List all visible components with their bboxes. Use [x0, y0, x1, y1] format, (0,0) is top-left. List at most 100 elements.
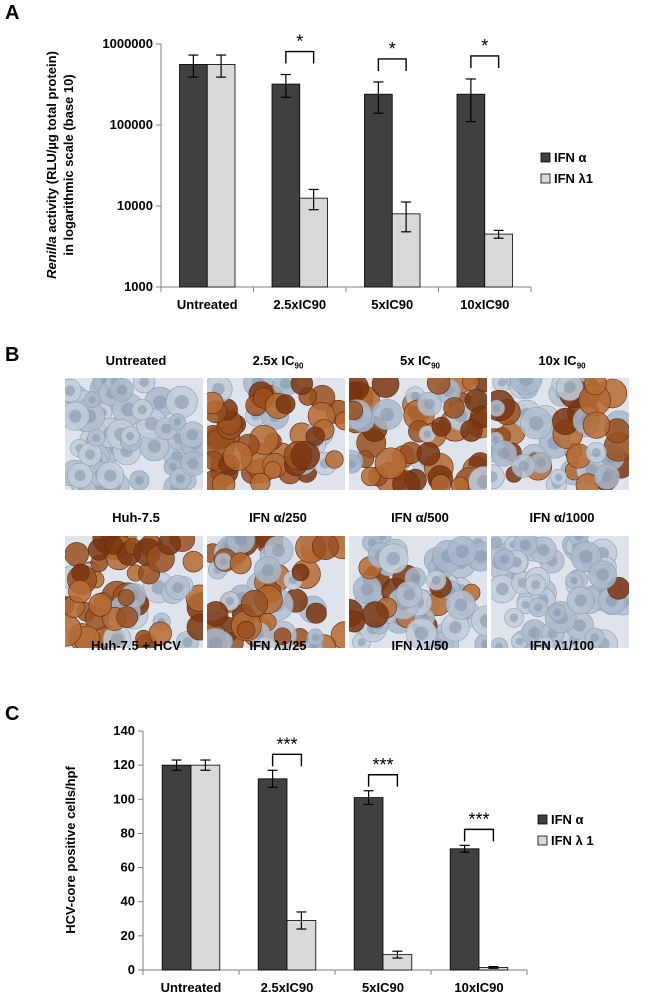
- cell-nucleus: [491, 436, 499, 444]
- label-ifn-alpha-1000: IFN α/1000: [529, 510, 595, 525]
- y-tick-label-80: 80: [121, 825, 135, 840]
- cell-nucleus: [515, 637, 524, 646]
- stained-cell: [462, 378, 480, 391]
- y-tick-label-10000: 10000: [117, 198, 153, 213]
- cell-nucleus: [68, 409, 82, 423]
- cell-nucleus: [116, 384, 128, 396]
- cell-nucleus: [591, 447, 601, 458]
- cell-nucleus: [499, 554, 510, 565]
- cell-nucleus: [84, 449, 96, 460]
- y-tick-label-100: 100: [113, 791, 135, 806]
- cell-nucleus: [590, 633, 599, 643]
- bar-ifn-untreated: [179, 63, 208, 288]
- cell-nucleus: [234, 536, 247, 546]
- label-ifn-alpha-500: IFN α/500: [391, 510, 449, 525]
- cell-nucleus: [219, 557, 228, 566]
- unstained-cell: [491, 463, 505, 490]
- cell-nucleus: [481, 639, 487, 648]
- legend-label-ifn-1: IFN λ 1: [551, 833, 594, 848]
- label-ifn-lambda-100: IFN λ1/100: [529, 638, 595, 653]
- micrograph-ifn-alpha-500: [349, 378, 487, 490]
- stained-cell: [104, 536, 124, 555]
- label-ifn-alpha-250: IFN α/250: [249, 510, 307, 525]
- cell-nucleus: [495, 642, 503, 648]
- micrograph-ifn-alpha-1000: [491, 378, 629, 490]
- micrograph-ifn-lambda-50: [349, 536, 487, 648]
- legend-swatch-ifn: [537, 814, 548, 825]
- label-ifn-lambda-50: IFN λ1/50: [391, 638, 449, 653]
- significance-label-5xic90: ***: [372, 755, 393, 775]
- cell-nucleus: [175, 473, 186, 484]
- stained-cell: [305, 602, 327, 624]
- cell-nucleus: [570, 576, 578, 585]
- stained-cell: [158, 536, 181, 555]
- cell-nucleus: [449, 620, 462, 634]
- y-axis-label: Renilla activity (RLU/µg total protein): [44, 51, 59, 279]
- stained-cell: [374, 447, 407, 480]
- micrograph-image: [65, 536, 203, 648]
- stained-cell: [371, 378, 400, 398]
- panel-b-label: B: [5, 344, 20, 366]
- x-tick-label-2-5xic90: 2.5xIC90: [261, 980, 314, 995]
- stained-cell: [431, 416, 452, 437]
- cell-nucleus: [528, 626, 541, 639]
- micrograph-huh75-hcv: [65, 536, 203, 648]
- stained-cell: [116, 606, 139, 629]
- cell-nucleus: [125, 431, 135, 441]
- cell-nucleus: [518, 460, 529, 472]
- cell-nucleus: [174, 394, 189, 410]
- unstained-cell: [510, 378, 543, 395]
- cell-nucleus: [208, 636, 223, 648]
- legend-swatch-ifn-1: [537, 835, 548, 846]
- stained-cell: [207, 601, 229, 627]
- x-tick-label-10xic90: 10xIC90: [454, 980, 503, 995]
- legend-label-ifn-1: IFN λ1: [554, 171, 593, 186]
- cell-nucleus: [574, 594, 587, 607]
- micrograph-image: [65, 378, 203, 490]
- cell-nucleus: [357, 638, 366, 647]
- cell-nucleus: [519, 378, 534, 386]
- y-tick-label-140: 140: [113, 723, 135, 738]
- cell-nucleus: [579, 549, 593, 564]
- micrograph-image: [349, 378, 487, 490]
- bar-ifn-untreated: [161, 764, 192, 971]
- chart-c: 0 20 40 60 80 100 120 140 Untreated 2.5xIC90 5xIC9…: [63, 723, 594, 995]
- micrograph-ifn-alpha-250: [207, 378, 345, 490]
- cell-nucleus: [272, 543, 286, 557]
- cell-nucleus: [386, 551, 400, 566]
- stained-cell: [237, 620, 256, 640]
- micrograph-image: [207, 536, 345, 648]
- significance-bracket-2-5xic90: [285, 50, 315, 64]
- cell-nucleus: [573, 619, 586, 632]
- significance-label-10xic90: *: [481, 36, 488, 56]
- stained-cell: [290, 440, 320, 471]
- cell-nucleus: [279, 378, 291, 390]
- cell-nucleus: [477, 474, 487, 489]
- y-axis-label-rest: activity (RLU/µg total protein): [44, 51, 59, 236]
- cell-nucleus: [92, 434, 101, 442]
- stained-cell: [443, 397, 465, 419]
- stained-cell: [263, 461, 282, 479]
- stained-cell: [349, 400, 364, 421]
- cell-nucleus: [311, 633, 320, 641]
- cell-nucleus: [553, 608, 562, 617]
- cell-nucleus: [533, 603, 543, 612]
- stained-cell: [275, 394, 296, 415]
- cell-nucleus: [521, 600, 530, 609]
- stained-cell: [290, 378, 314, 395]
- bar-ifn-1-untreated: [190, 764, 221, 971]
- stained-cell: [240, 589, 269, 618]
- cell-nucleus: [110, 632, 124, 646]
- stained-cell: [426, 378, 451, 395]
- cell-nucleus: [261, 564, 274, 577]
- label-huh75-hcv: Huh-7.5 + HCV: [91, 638, 181, 653]
- stained-cell: [584, 378, 607, 396]
- unstained-cell: [471, 605, 487, 637]
- cell-nucleus: [186, 428, 199, 441]
- cell-nucleus: [104, 469, 117, 482]
- cell-nucleus: [349, 459, 357, 469]
- cell-nucleus: [414, 626, 429, 641]
- y-tick-label-120: 120: [113, 757, 135, 772]
- panel-c-label: C: [5, 703, 20, 725]
- x-tick-label-5xic90: 5xIC90: [362, 980, 404, 995]
